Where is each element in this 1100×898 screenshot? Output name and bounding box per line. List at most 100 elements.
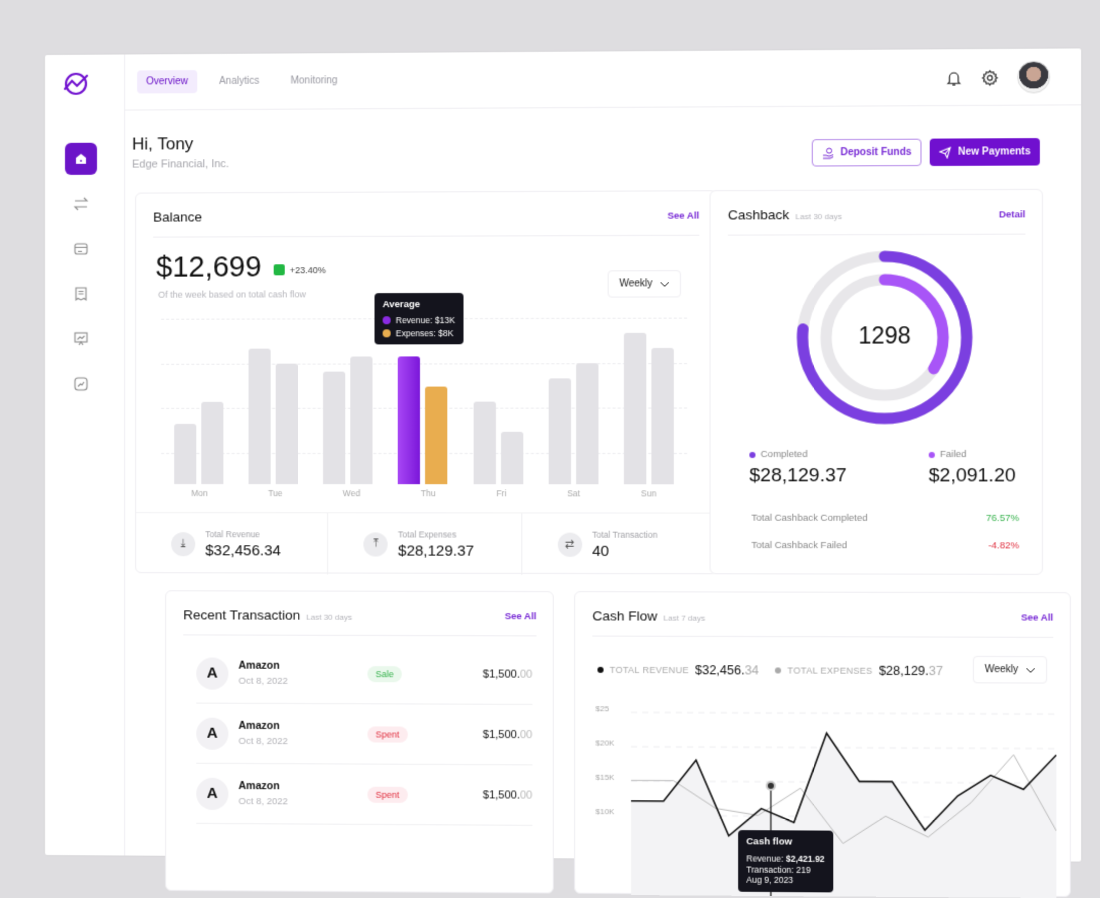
sidebar-item-analytics[interactable] (65, 368, 97, 400)
balance-period-select[interactable]: Weekly (608, 270, 681, 298)
x-label: Wed (342, 488, 361, 499)
x-label: Tue (268, 488, 283, 499)
tab-overview[interactable]: Overview (137, 70, 197, 94)
tooltip-transaction: Transaction: 219 (746, 864, 811, 875)
trend-up-icon (273, 264, 285, 276)
bar-group-sun[interactable] (624, 332, 675, 485)
bar-group-fri[interactable] (473, 401, 524, 485)
tooltip-expenses: Expenses: $8K (395, 328, 454, 339)
avatar[interactable] (1017, 60, 1051, 94)
x-label: Sun (641, 488, 657, 499)
bell-icon[interactable] (945, 69, 962, 86)
cashflow-period-select[interactable]: Weekly (973, 655, 1048, 684)
transfer-icon: ⇄ (557, 532, 582, 557)
recent-subtitle: Last 30 days (306, 612, 352, 622)
gear-icon[interactable] (981, 69, 999, 86)
x-axis-labels: Mon Tue Wed Thu Fri Sat Sun (161, 488, 687, 498)
cashflow-see-all-link[interactable]: See All (1020, 612, 1054, 624)
cashback-detail-link[interactable]: Detail (998, 209, 1026, 221)
completed-value: $28,129.37 (749, 465, 847, 487)
sidebar-item-home[interactable] (64, 142, 98, 175)
deposit-icon (822, 147, 834, 159)
deposit-funds-button[interactable]: Deposit Funds (811, 138, 922, 167)
transaction-date: Oct 8, 2022 (238, 735, 288, 748)
bar-group-mon[interactable] (173, 401, 224, 485)
cashflow-title: Cash Flow (592, 608, 658, 624)
merchant-name: Amazon (238, 719, 280, 733)
sidebar-item-invoices[interactable] (65, 278, 97, 310)
legend-label: Completed (760, 448, 808, 461)
stat-value: $32,456.34 (205, 541, 281, 559)
cash-flow-card: Cash Flow Last 7 days See All TOTAL REVE… (574, 591, 1071, 898)
bar-expenses[interactable] (350, 355, 373, 485)
tooltip-title: Cash flow (746, 836, 793, 848)
cashflow-line-chart: $25 $20K $15K $10K Cash flow Revenue: $2… (595, 704, 1057, 898)
transaction-amount: $1,500.00 (482, 667, 533, 681)
merchant-name: Amazon (238, 659, 280, 672)
tab-analytics[interactable]: Analytics (219, 75, 260, 87)
bar-revenue[interactable] (624, 332, 647, 485)
new-payments-label: New Payments (957, 146, 1031, 158)
tooltip-revenue: Revenue: $13K (395, 315, 456, 326)
bar-group-sat[interactable] (548, 363, 599, 485)
transaction-date: Oct 8, 2022 (238, 796, 288, 808)
status-badge: Spent (367, 786, 408, 803)
top-bar: Overview Analytics Monitoring (125, 48, 1082, 111)
transaction-row[interactable]: A Amazon Oct 8, 2022 Spent $1,500.00 (196, 763, 532, 826)
sidebar-item-reports[interactable] (65, 323, 97, 355)
download-icon: ⤓ (171, 531, 196, 556)
bar-group-thu[interactable] (398, 355, 448, 485)
top-right-controls (945, 60, 1051, 94)
legend-expenses-label: TOTAL EXPENSES (787, 665, 873, 676)
status-badge: Sale (367, 665, 402, 682)
bar-revenue[interactable] (398, 355, 421, 485)
balance-card: Balance See All $12,699 +23.40% Of the w… (135, 190, 717, 576)
bar-group-tue[interactable] (248, 348, 298, 485)
row-label: Total Cashback Completed (751, 512, 868, 524)
sidebar-item-cards[interactable] (65, 233, 97, 265)
cashflow-subtitle: Last 7 days (663, 613, 706, 623)
balance-title: Balance (153, 209, 203, 225)
status-badge: Spent (367, 725, 408, 743)
balance-change: +23.40% (273, 264, 326, 276)
cashback-title: Cashback (727, 207, 790, 223)
bar-revenue[interactable] (548, 378, 572, 485)
bar-expenses[interactable] (425, 386, 448, 485)
bar-expenses[interactable] (576, 363, 599, 485)
legend-completed: Completed (749, 448, 808, 461)
logo-icon[interactable] (63, 71, 89, 97)
sidebar-item-transfers[interactable] (65, 188, 97, 220)
merchant-avatar: A (196, 717, 229, 750)
balance-tooltip: Average Revenue: $13K Expenses: $8K (374, 292, 464, 345)
tab-monitoring[interactable]: Monitoring (290, 75, 338, 87)
merchant-avatar: A (196, 656, 229, 690)
x-label: Sat (567, 488, 581, 499)
transaction-row[interactable]: A Amazon Oct 8, 2022 Sale $1,500.00 (196, 643, 533, 705)
new-payments-button[interactable]: New Payments (930, 138, 1040, 166)
company-name: Edge Financial, Inc. (132, 158, 230, 171)
side-nav (45, 142, 125, 413)
tooltip-title: Average (382, 299, 421, 311)
bar-expenses[interactable] (651, 347, 675, 485)
bar-expenses[interactable] (500, 431, 524, 485)
stat-label: Total Transaction (592, 529, 658, 540)
bar-revenue[interactable] (473, 401, 496, 485)
transaction-row[interactable]: A Amazon Oct 8, 2022 Spent $1,500.00 (196, 703, 532, 766)
stat-total-revenue: ⤓ Total Revenue $32,456.34 (136, 513, 329, 575)
cashback-center-value: 1298 (858, 322, 911, 349)
bar-revenue[interactable] (323, 371, 346, 485)
balance-see-all-link[interactable]: See All (667, 210, 700, 222)
balance-amount: $12,699 (156, 251, 262, 284)
row-value: -4.82% (988, 540, 1020, 552)
home-icon (75, 153, 86, 164)
bar-group-wed[interactable] (323, 355, 373, 485)
bar-expenses[interactable] (200, 401, 224, 485)
bar-revenue[interactable] (173, 423, 196, 485)
tooltip-revenue: Revenue: $2,421.92 (746, 853, 825, 864)
recent-see-all-link[interactable]: See All (504, 611, 537, 623)
bar-revenue[interactable] (248, 348, 271, 485)
balance-header: Balance See All (153, 207, 700, 238)
bar-expenses[interactable] (275, 363, 298, 485)
legend-revenue-label: TOTAL REVENUE (609, 664, 689, 676)
chevron-down-icon (660, 281, 670, 287)
